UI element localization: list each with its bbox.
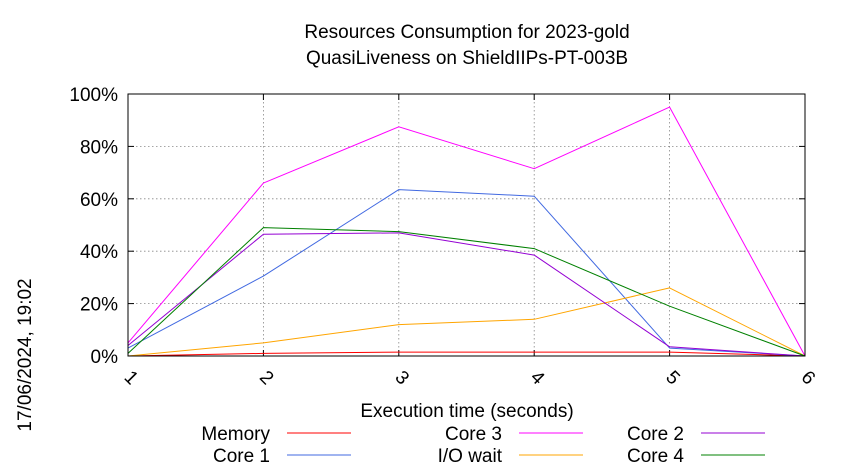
series-line-core-4 (127, 227, 806, 357)
series-line-i-o-wait (127, 287, 806, 357)
x-tick-label: 6 (797, 367, 819, 389)
y-axis-ticks: 0% 20% 40% 60% 80% 100% (69, 85, 805, 368)
series-line-core-3 (127, 106, 806, 357)
y-tick-label: 60% (80, 190, 118, 211)
legend-label: Core 3 (445, 424, 502, 445)
y-tick-label: 20% (80, 295, 118, 316)
series-line-core-1 (127, 189, 806, 357)
x-tick-label: 3 (391, 367, 413, 389)
data-series (127, 106, 806, 357)
x-tick-label: 1 (120, 367, 142, 389)
grid-lines (127, 93, 806, 357)
y-tick-label: 100% (69, 85, 118, 106)
y-tick-label: 80% (80, 137, 118, 158)
x-tick-label: 5 (661, 367, 683, 389)
chart-subtitle: QuasiLiveness on ShieldIIPs-PT-003B (306, 48, 628, 69)
chart-title: Resources Consumption for 2023-gold (304, 22, 629, 43)
legend-label: Core 1 (213, 446, 270, 467)
timestamp-label: 17/06/2024, 19:02 (15, 278, 36, 431)
x-axis-label: Execution time (seconds) (360, 401, 573, 422)
legend-label: Core 4 (627, 446, 684, 467)
legend-label: Core 2 (627, 424, 684, 445)
y-tick-label: 0% (91, 347, 119, 368)
series-line-memory (127, 351, 806, 357)
legend-label: I/O wait (438, 446, 503, 467)
plot-border (127, 93, 806, 357)
legend-label: Memory (201, 424, 270, 445)
x-tick-label: 2 (255, 367, 277, 389)
series-line-core-2 (127, 232, 806, 357)
x-tick-label: 4 (526, 367, 549, 390)
y-tick-label: 40% (80, 242, 118, 263)
x-axis-ticks: 1 2 3 4 5 6 (120, 94, 819, 390)
